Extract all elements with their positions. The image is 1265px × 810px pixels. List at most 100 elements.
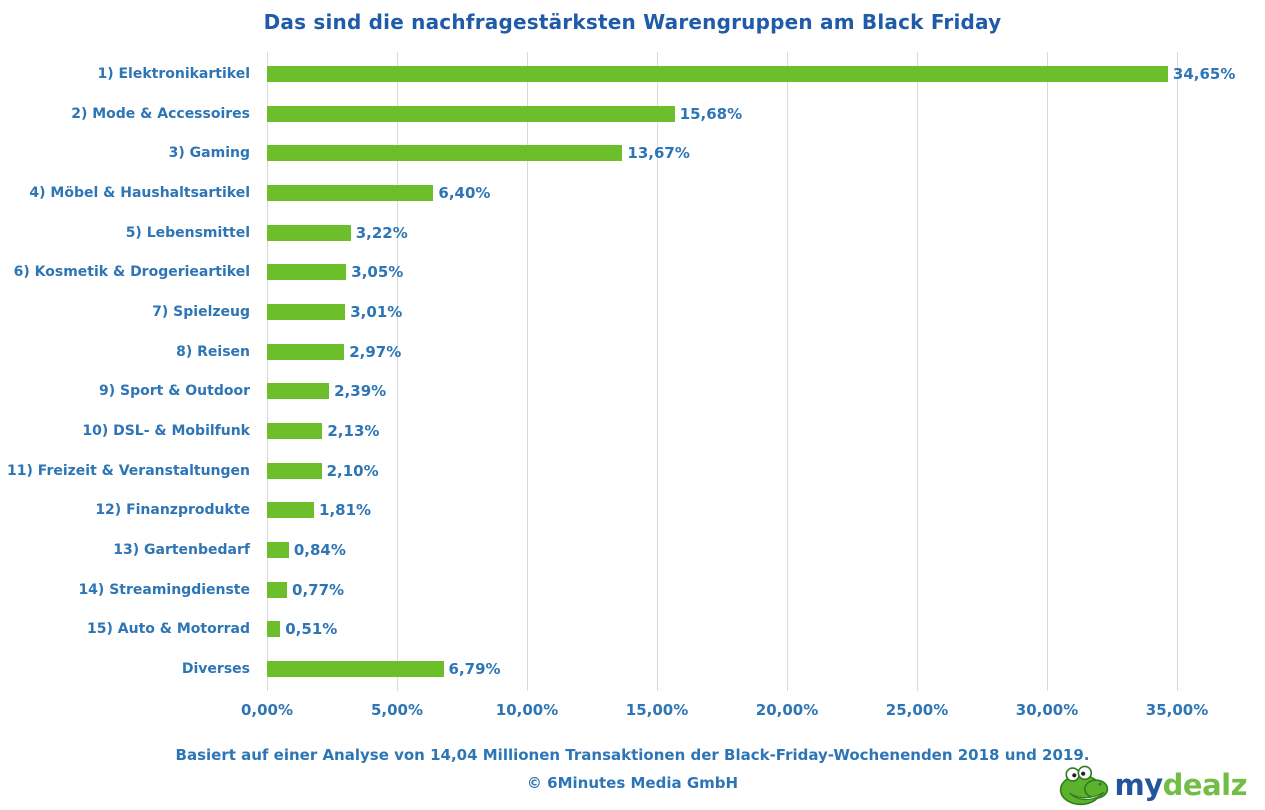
category-label: 8) Reisen	[176, 343, 250, 360]
bar-area: 6,79%	[267, 649, 1265, 689]
x-axis-tick: 20,00%	[755, 701, 819, 719]
category-label: 6) Kosmetik & Drogerieartikel	[13, 264, 250, 281]
bar	[267, 145, 623, 162]
bar-area: 0,77%	[267, 570, 1265, 610]
chart-row: 12) Finanzprodukte 1,81%	[0, 491, 1265, 531]
bar-area: 13,67%	[267, 133, 1265, 173]
bar-chart: 1) Elektronikartikel 34,65% 2) Mode & Acce…	[0, 52, 1265, 691]
bar-area: 2,39%	[267, 372, 1265, 412]
bar-area: 3,22%	[267, 213, 1265, 253]
value-label: 2,39%	[334, 382, 387, 401]
chart-row: 2) Mode & Accessoires 15,68%	[0, 94, 1265, 134]
chart-row: 1) Elektronikartikel 34,65%	[0, 54, 1265, 94]
value-label: 1,81%	[319, 501, 372, 520]
bar	[267, 621, 281, 638]
bar	[267, 581, 288, 598]
chart-rows: 1) Elektronikartikel 34,65% 2) Mode & Acce…	[0, 54, 1265, 689]
category-label: 3) Gaming	[168, 145, 250, 162]
mydealz-mascot-icon	[1058, 764, 1110, 806]
bar	[267, 462, 322, 479]
bar	[267, 383, 330, 400]
value-label: 34,65%	[1172, 64, 1236, 83]
category-label: 14) Streamingdienste	[78, 581, 250, 598]
value-label: 3,22%	[355, 223, 408, 242]
chart-row: 15) Auto & Motorrad 0,51%	[0, 610, 1265, 650]
x-axis-tick: 15,00%	[625, 701, 689, 719]
bar-area: 2,10%	[267, 451, 1265, 491]
value-label: 13,67%	[627, 144, 690, 163]
chart-row: 6) Kosmetik & Drogerieartikel 3,05%	[0, 252, 1265, 292]
bar	[267, 661, 444, 678]
category-label: Diverses	[181, 661, 250, 678]
x-axis-tick: 0,00%	[240, 701, 294, 719]
chart-row: 4) Möbel & Haushaltsartikel 6,40%	[0, 173, 1265, 213]
value-label: 6,79%	[448, 660, 501, 679]
category-label: 12) Finanzprodukte	[95, 502, 250, 519]
copyright-note: © 6Minutes Media GmbH	[526, 774, 739, 792]
bar-area: 1,81%	[267, 491, 1265, 531]
bar-area: 2,97%	[267, 332, 1265, 372]
brand-wordmark: mydealz	[1114, 768, 1248, 802]
bar	[267, 224, 351, 241]
category-label: 11) Freizeit & Veranstaltungen	[7, 462, 250, 479]
chart-row: 9) Sport & Outdoor 2,39%	[0, 372, 1265, 412]
category-label: 5) Lebensmittel	[125, 224, 250, 241]
value-label: 3,05%	[351, 263, 404, 282]
chart-row: 3) Gaming 13,67%	[0, 133, 1265, 173]
bar-area: 6,40%	[267, 173, 1265, 213]
chart-row: Diverses 6,79%	[0, 649, 1265, 689]
value-label: 6,40%	[438, 183, 491, 202]
bar-area: 2,13%	[267, 411, 1265, 451]
category-label: 9) Sport & Outdoor	[98, 383, 250, 400]
bar	[267, 264, 347, 281]
bar-area: 0,51%	[267, 610, 1265, 650]
bar	[267, 423, 323, 440]
category-label: 15) Auto & Motorrad	[87, 621, 250, 638]
value-label: 15,68%	[679, 104, 743, 123]
value-label: 3,01%	[350, 302, 403, 321]
value-label: 0,77%	[292, 580, 345, 599]
value-label: 2,97%	[349, 342, 402, 361]
chart-row: 7) Spielzeug 3,01%	[0, 292, 1265, 332]
category-label: 1) Elektronikartikel	[97, 65, 250, 82]
category-label: 13) Gartenbedarf	[113, 542, 250, 559]
bar	[267, 502, 315, 519]
value-label: 2,10%	[326, 461, 379, 480]
chart-row: 11) Freizeit & Veranstaltungen 2,10%	[0, 451, 1265, 491]
source-note: Basiert auf einer Analyse von 14,04 Mill…	[175, 746, 1090, 764]
category-label: 7) Spielzeug	[152, 303, 250, 320]
brand-my: my	[1114, 768, 1164, 802]
bar	[267, 343, 345, 360]
chart-row: 8) Reisen 2,97%	[0, 332, 1265, 372]
bar	[267, 105, 675, 122]
bar-area: 15,68%	[267, 94, 1265, 134]
bar-area: 3,01%	[267, 292, 1265, 332]
x-axis: 0,00% 5,00% 10,00% 15,00% 20,00% 25,00% 30,00%…	[241, 701, 1265, 725]
chart-row: 13) Gartenbedarf 0,84%	[0, 530, 1265, 570]
chart-title: Das sind die nachfragestärksten Warengru…	[263, 10, 1002, 34]
category-label: 2) Mode & Accessoires	[71, 105, 250, 122]
category-label: 4) Möbel & Haushaltsartikel	[29, 184, 250, 201]
value-label: 0,51%	[285, 620, 338, 639]
x-axis-tick: 30,00%	[1015, 701, 1079, 719]
x-axis-tick: 35,00%	[1145, 701, 1209, 719]
x-axis-tick: 25,00%	[885, 701, 949, 719]
brand-dealz: dealz	[1162, 768, 1248, 802]
chart-row: 10) DSL- & Mobilfunk 2,13%	[0, 411, 1265, 451]
bar	[267, 184, 434, 201]
category-label: 10) DSL- & Mobilfunk	[82, 423, 250, 440]
x-axis-tick: 5,00%	[370, 701, 424, 719]
bar	[267, 65, 1168, 82]
bar	[267, 542, 289, 559]
bar-area: 0,84%	[267, 530, 1265, 570]
x-axis-tick: 10,00%	[495, 701, 559, 719]
chart-row: 14) Streamingdienste 0,77%	[0, 570, 1265, 610]
value-label: 0,84%	[293, 541, 346, 560]
bar-area: 3,05%	[267, 252, 1265, 292]
bar-area: 34,65%	[267, 54, 1265, 94]
bar	[267, 303, 346, 320]
value-label: 2,13%	[327, 422, 380, 441]
chart-row: 5) Lebensmittel 3,22%	[0, 213, 1265, 253]
mydealz-logo: mydealz	[1058, 764, 1248, 806]
